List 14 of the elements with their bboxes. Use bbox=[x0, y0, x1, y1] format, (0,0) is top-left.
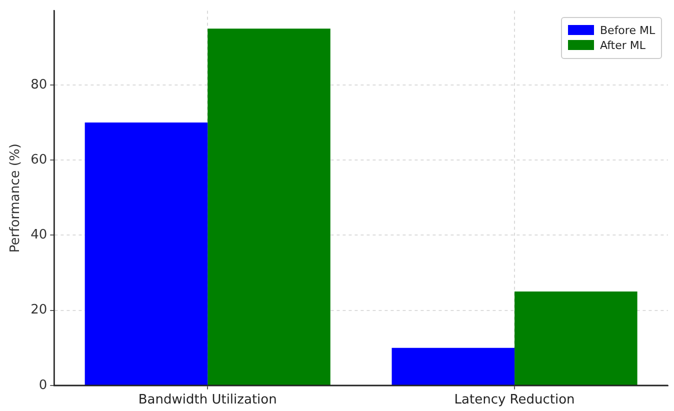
y-tick-label: 80 bbox=[30, 77, 48, 92]
y-axis-title: Performance (%) bbox=[8, 144, 24, 253]
bar bbox=[514, 292, 638, 385]
y-tick-label: 40 bbox=[30, 228, 48, 243]
x-tick-label: Latency Reduction bbox=[454, 392, 575, 408]
bar bbox=[392, 348, 515, 385]
y-tick-label: 60 bbox=[30, 152, 48, 168]
legend-label: Before ML bbox=[600, 24, 656, 37]
bar bbox=[208, 28, 330, 385]
bar bbox=[84, 122, 208, 385]
legend-label: After ML bbox=[600, 38, 646, 52]
y-tick-label: 20 bbox=[30, 302, 48, 318]
y-tick-label: 0 bbox=[38, 378, 48, 393]
x-tick-label: Bandwidth Utilization bbox=[138, 392, 277, 408]
